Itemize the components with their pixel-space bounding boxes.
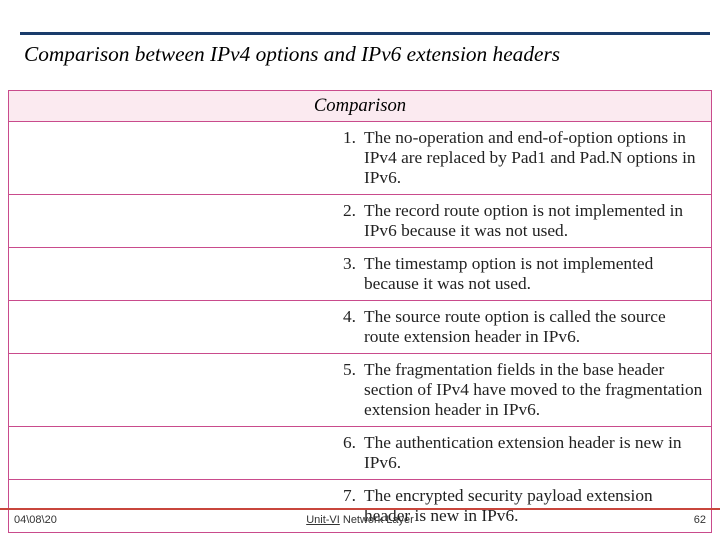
comparison-table: Comparison 1. The no-operation and end-o… — [8, 90, 712, 533]
row-text: The timestamp option is not implemented … — [360, 248, 712, 301]
table-row: 3. The timestamp option is not implement… — [9, 248, 712, 301]
footer-page-number: 62 — [694, 514, 706, 526]
comparison-table-wrapper: Comparison 1. The no-operation and end-o… — [8, 90, 712, 533]
row-text: The fragmentation fields in the base hea… — [360, 354, 712, 427]
row-number: 4. — [9, 301, 361, 354]
row-number: 5. — [9, 354, 361, 427]
row-text: The source route option is called the so… — [360, 301, 712, 354]
table-row: 5. The fragmentation fields in the base … — [9, 354, 712, 427]
table-header-cell: Comparison — [9, 91, 712, 122]
table-row: 4. The source route option is called the… — [9, 301, 712, 354]
row-text: The no-operation and end-of-option optio… — [360, 122, 712, 195]
row-number: 1. — [9, 122, 361, 195]
footer-center-text: Unit-VI Network Layer — [0, 514, 720, 526]
top-horizontal-rule — [20, 32, 710, 35]
footer-center-underlined: Unit-VI — [306, 514, 340, 526]
footer-center-rest: Network Layer — [340, 514, 414, 526]
row-number: 3. — [9, 248, 361, 301]
slide-footer: 04\08\20 Unit-VI Network Layer 62 — [0, 508, 720, 530]
table-row: 6. The authentication extension header i… — [9, 427, 712, 480]
row-number: 2. — [9, 195, 361, 248]
row-text: The record route option is not implement… — [360, 195, 712, 248]
row-text: The authentication extension header is n… — [360, 427, 712, 480]
row-number: 6. — [9, 427, 361, 480]
footer-horizontal-rule — [0, 508, 720, 510]
table-row: 2. The record route option is not implem… — [9, 195, 712, 248]
slide: Comparison between IPv4 options and IPv6… — [0, 0, 720, 540]
slide-heading: Comparison between IPv4 options and IPv6… — [24, 42, 560, 67]
table-row: 1. The no-operation and end-of-option op… — [9, 122, 712, 195]
table-body: 1. The no-operation and end-of-option op… — [9, 122, 712, 533]
